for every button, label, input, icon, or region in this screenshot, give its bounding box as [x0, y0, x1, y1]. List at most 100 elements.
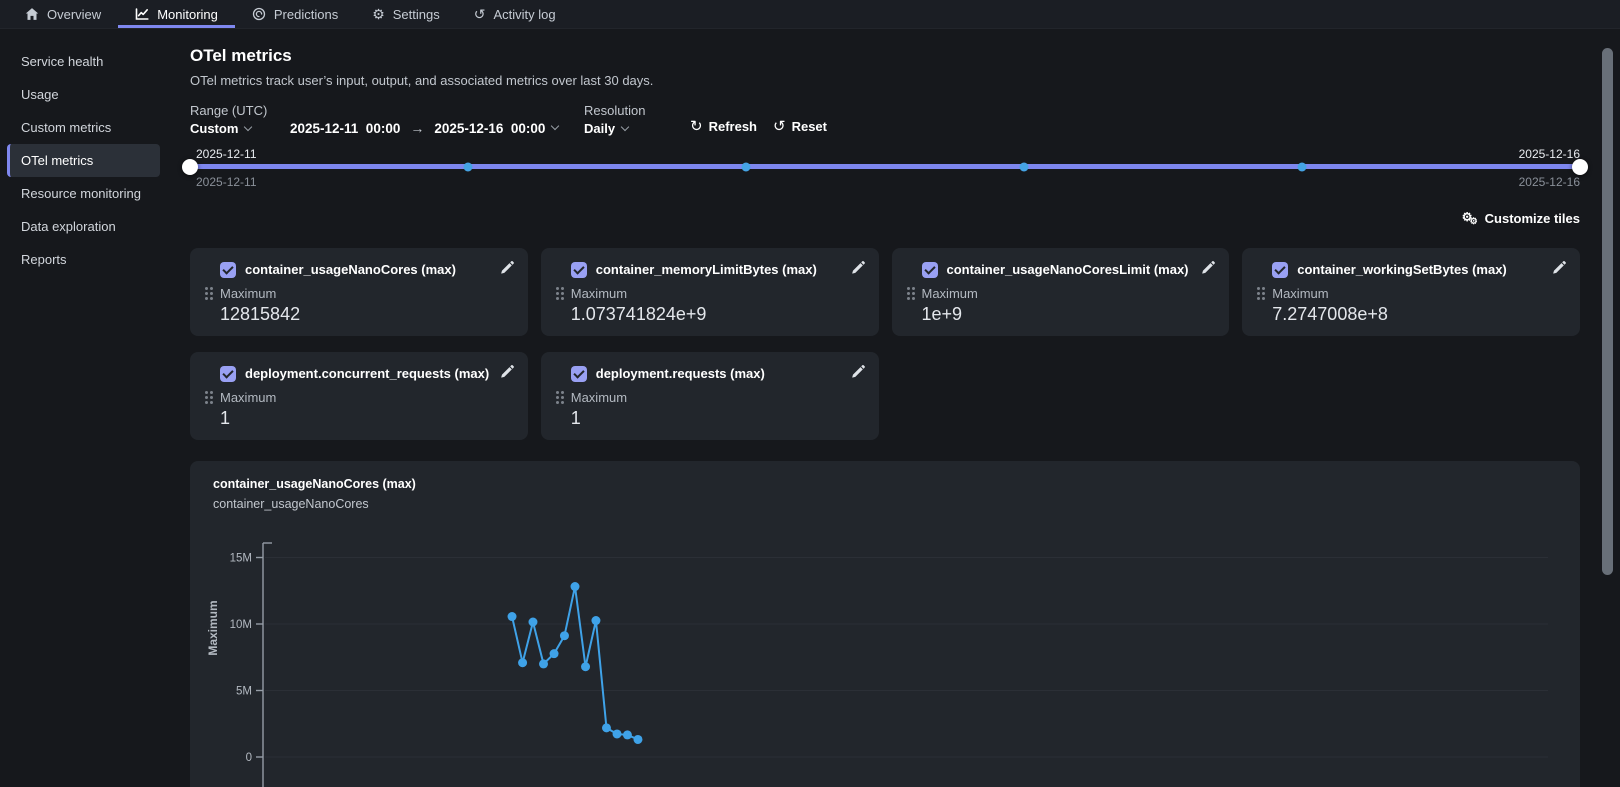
sidebar-item-service-health[interactable]: Service health [7, 45, 160, 78]
tile-value: 1e+9 [921, 304, 963, 324]
nav-item-label: Monitoring [157, 6, 218, 22]
tile-stat-label: Maximum [921, 286, 978, 301]
tile-stat-label: Maximum [220, 286, 277, 301]
edit-icon[interactable] [851, 260, 865, 279]
edit-icon[interactable] [1552, 260, 1566, 279]
tile-checkbox[interactable] [220, 261, 236, 278]
nav-item-overview[interactable]: Overview [8, 0, 118, 28]
tile-stat-label: Maximum [570, 390, 628, 405]
edit-icon[interactable] [500, 260, 514, 279]
tile-title: deployment.requests (max) [595, 366, 765, 381]
drag-handle-icon[interactable] [205, 287, 208, 290]
slider-interval-dot [463, 162, 473, 171]
range-preset-value: Custom [190, 121, 239, 136]
nav-item-label: Activity log [493, 6, 556, 22]
tile-stat-label: Maximum [570, 286, 628, 301]
sidebar-item-custom-metrics[interactable]: Custom metrics [7, 111, 160, 144]
nav-item-monitoring[interactable]: Monitoring [118, 0, 235, 28]
line-chart-icon [135, 8, 149, 20]
tile-title: container_memoryLimitBytes (max) [595, 262, 817, 277]
nav-item-predictions[interactable]: Predictions [235, 0, 355, 28]
tile-checkbox[interactable] [570, 365, 587, 382]
sidebar-item-usage[interactable]: Usage [7, 78, 160, 111]
chevron-down-icon [620, 122, 630, 131]
range-label: Range (UTC) [190, 103, 268, 118]
drag-handle-icon[interactable] [205, 391, 208, 394]
nav-item-label: Settings [392, 6, 440, 22]
tile-checkbox[interactable] [570, 261, 587, 278]
reset-label: Reset [791, 119, 827, 134]
metric-tiles-grid: container_usageNanoCores (max) Maximum 1… [190, 248, 1580, 440]
tile-title: deployment.concurrent_requests (max) [245, 366, 490, 381]
tile-stat-label: Maximum [1272, 286, 1329, 301]
date-range-slider: 2025-12-11 2025-12-11 2025-12-16 2025-12… [182, 147, 1588, 209]
slider-start-label-selected: 2025-12-11 [196, 147, 257, 161]
tile-stat-label: Maximum [220, 390, 277, 405]
sidebar-item-otel-metrics[interactable]: OTel metrics [7, 144, 160, 177]
refresh-icon: ↻ [690, 118, 703, 135]
sidebar-item-data-exploration[interactable]: Data exploration [7, 210, 160, 243]
edit-icon[interactable] [1201, 260, 1216, 279]
metric-tile-container-workingsetbytes: container_workingSetBytes (max) Maximum … [1242, 248, 1580, 336]
metric-tile-container-usagenanocoreslimit: container_usageNanoCoresLimit (max) Maxi… [891, 248, 1230, 336]
sidebar-item-resource-monitoring[interactable]: Resource monitoring [7, 177, 160, 210]
tile-title: container_workingSetBytes (max) [1297, 262, 1507, 277]
svg-text:15M: 15M [230, 553, 252, 565]
slider-end-label-full: 2025-12-16 [1518, 175, 1580, 189]
tile-title: container_usageNanoCores (max) [245, 262, 456, 277]
slider-handle-start[interactable] [182, 158, 198, 175]
metric-tile-deployment-concurrent-requests: deployment.concurrent_requests (max) Max… [190, 352, 528, 440]
tile-value: 1 [570, 408, 581, 428]
range-start-value: 2025-12-11 00:00 [290, 120, 401, 136]
sidebar-item-label: OTel metrics [21, 153, 94, 168]
nav-item-activity-log[interactable]: ↺ Activity log [457, 0, 573, 28]
page-title: OTel metrics [190, 46, 292, 65]
slider-interval-dot [1297, 162, 1307, 171]
svg-text:0: 0 [246, 752, 252, 764]
tile-checkbox[interactable] [1272, 261, 1289, 278]
range-preset-dropdown[interactable]: Custom [190, 121, 253, 136]
tile-checkbox[interactable] [220, 365, 236, 382]
sidebar-item-label: Reports [21, 252, 67, 267]
metric-tile-container-usagenanocores: container_usageNanoCores (max) Maximum 1… [190, 248, 528, 336]
svg-text:5M: 5M [236, 686, 252, 698]
sidebar-item-label: Usage [21, 87, 59, 102]
nav-item-settings[interactable]: ⚙ Settings [355, 0, 457, 28]
nav-item-label: Predictions [273, 6, 339, 22]
sidebar-item-label: Custom metrics [21, 120, 112, 135]
nav-item-label: Overview [47, 6, 102, 22]
scrollbar-thumb[interactable] [1602, 48, 1613, 575]
slider-interval-dot [1019, 162, 1029, 171]
resolution-dropdown[interactable]: Daily [584, 121, 630, 136]
sidebar-item-reports[interactable]: Reports [7, 243, 160, 276]
svg-text:Maximum: Maximum [206, 600, 220, 655]
main-content: OTel metrics OTel metrics track user’s i… [182, 29, 1588, 787]
resolution-value: Daily [584, 121, 616, 136]
edit-icon[interactable] [851, 364, 865, 383]
slider-end-label-selected: 2025-12-16 [1518, 147, 1580, 161]
drag-handle-icon[interactable] [1257, 287, 1261, 290]
date-range-picker[interactable]: 2025-12-11 00:00 → 2025-12-16 00:00 [290, 120, 560, 136]
tile-checkbox[interactable] [921, 261, 938, 278]
customize-tiles-label: Customize tiles [1484, 211, 1580, 226]
slider-start-label-full: 2025-12-11 [196, 175, 257, 189]
sidebar-item-label: Resource monitoring [21, 186, 141, 201]
tile-title: container_usageNanoCoresLimit (max) [946, 262, 1189, 277]
refresh-button[interactable]: ↻ Refresh [690, 119, 757, 134]
svg-text:10M: 10M [230, 619, 252, 631]
slider-track[interactable] [190, 164, 1580, 169]
tile-value: 12815842 [220, 304, 301, 324]
tile-value: 1 [220, 408, 231, 428]
sidebar-item-label: Service health [21, 54, 104, 69]
reset-icon: ↺ [773, 118, 786, 135]
customize-tiles-button[interactable]: ⚙ ⚙ Customize tiles [1462, 211, 1580, 226]
slider-handle-end[interactable] [1572, 158, 1588, 175]
drag-handle-icon[interactable] [555, 287, 559, 290]
gear-icon: ⚙ [372, 6, 385, 22]
reset-button[interactable]: ↺ Reset [773, 119, 827, 134]
drag-handle-icon[interactable] [906, 287, 910, 290]
edit-icon[interactable] [500, 364, 514, 383]
drag-handle-icon[interactable] [555, 391, 559, 394]
page-subtitle: OTel metrics track user’s input, output,… [190, 73, 654, 88]
gears-icon: ⚙ ⚙ [1461, 210, 1478, 226]
